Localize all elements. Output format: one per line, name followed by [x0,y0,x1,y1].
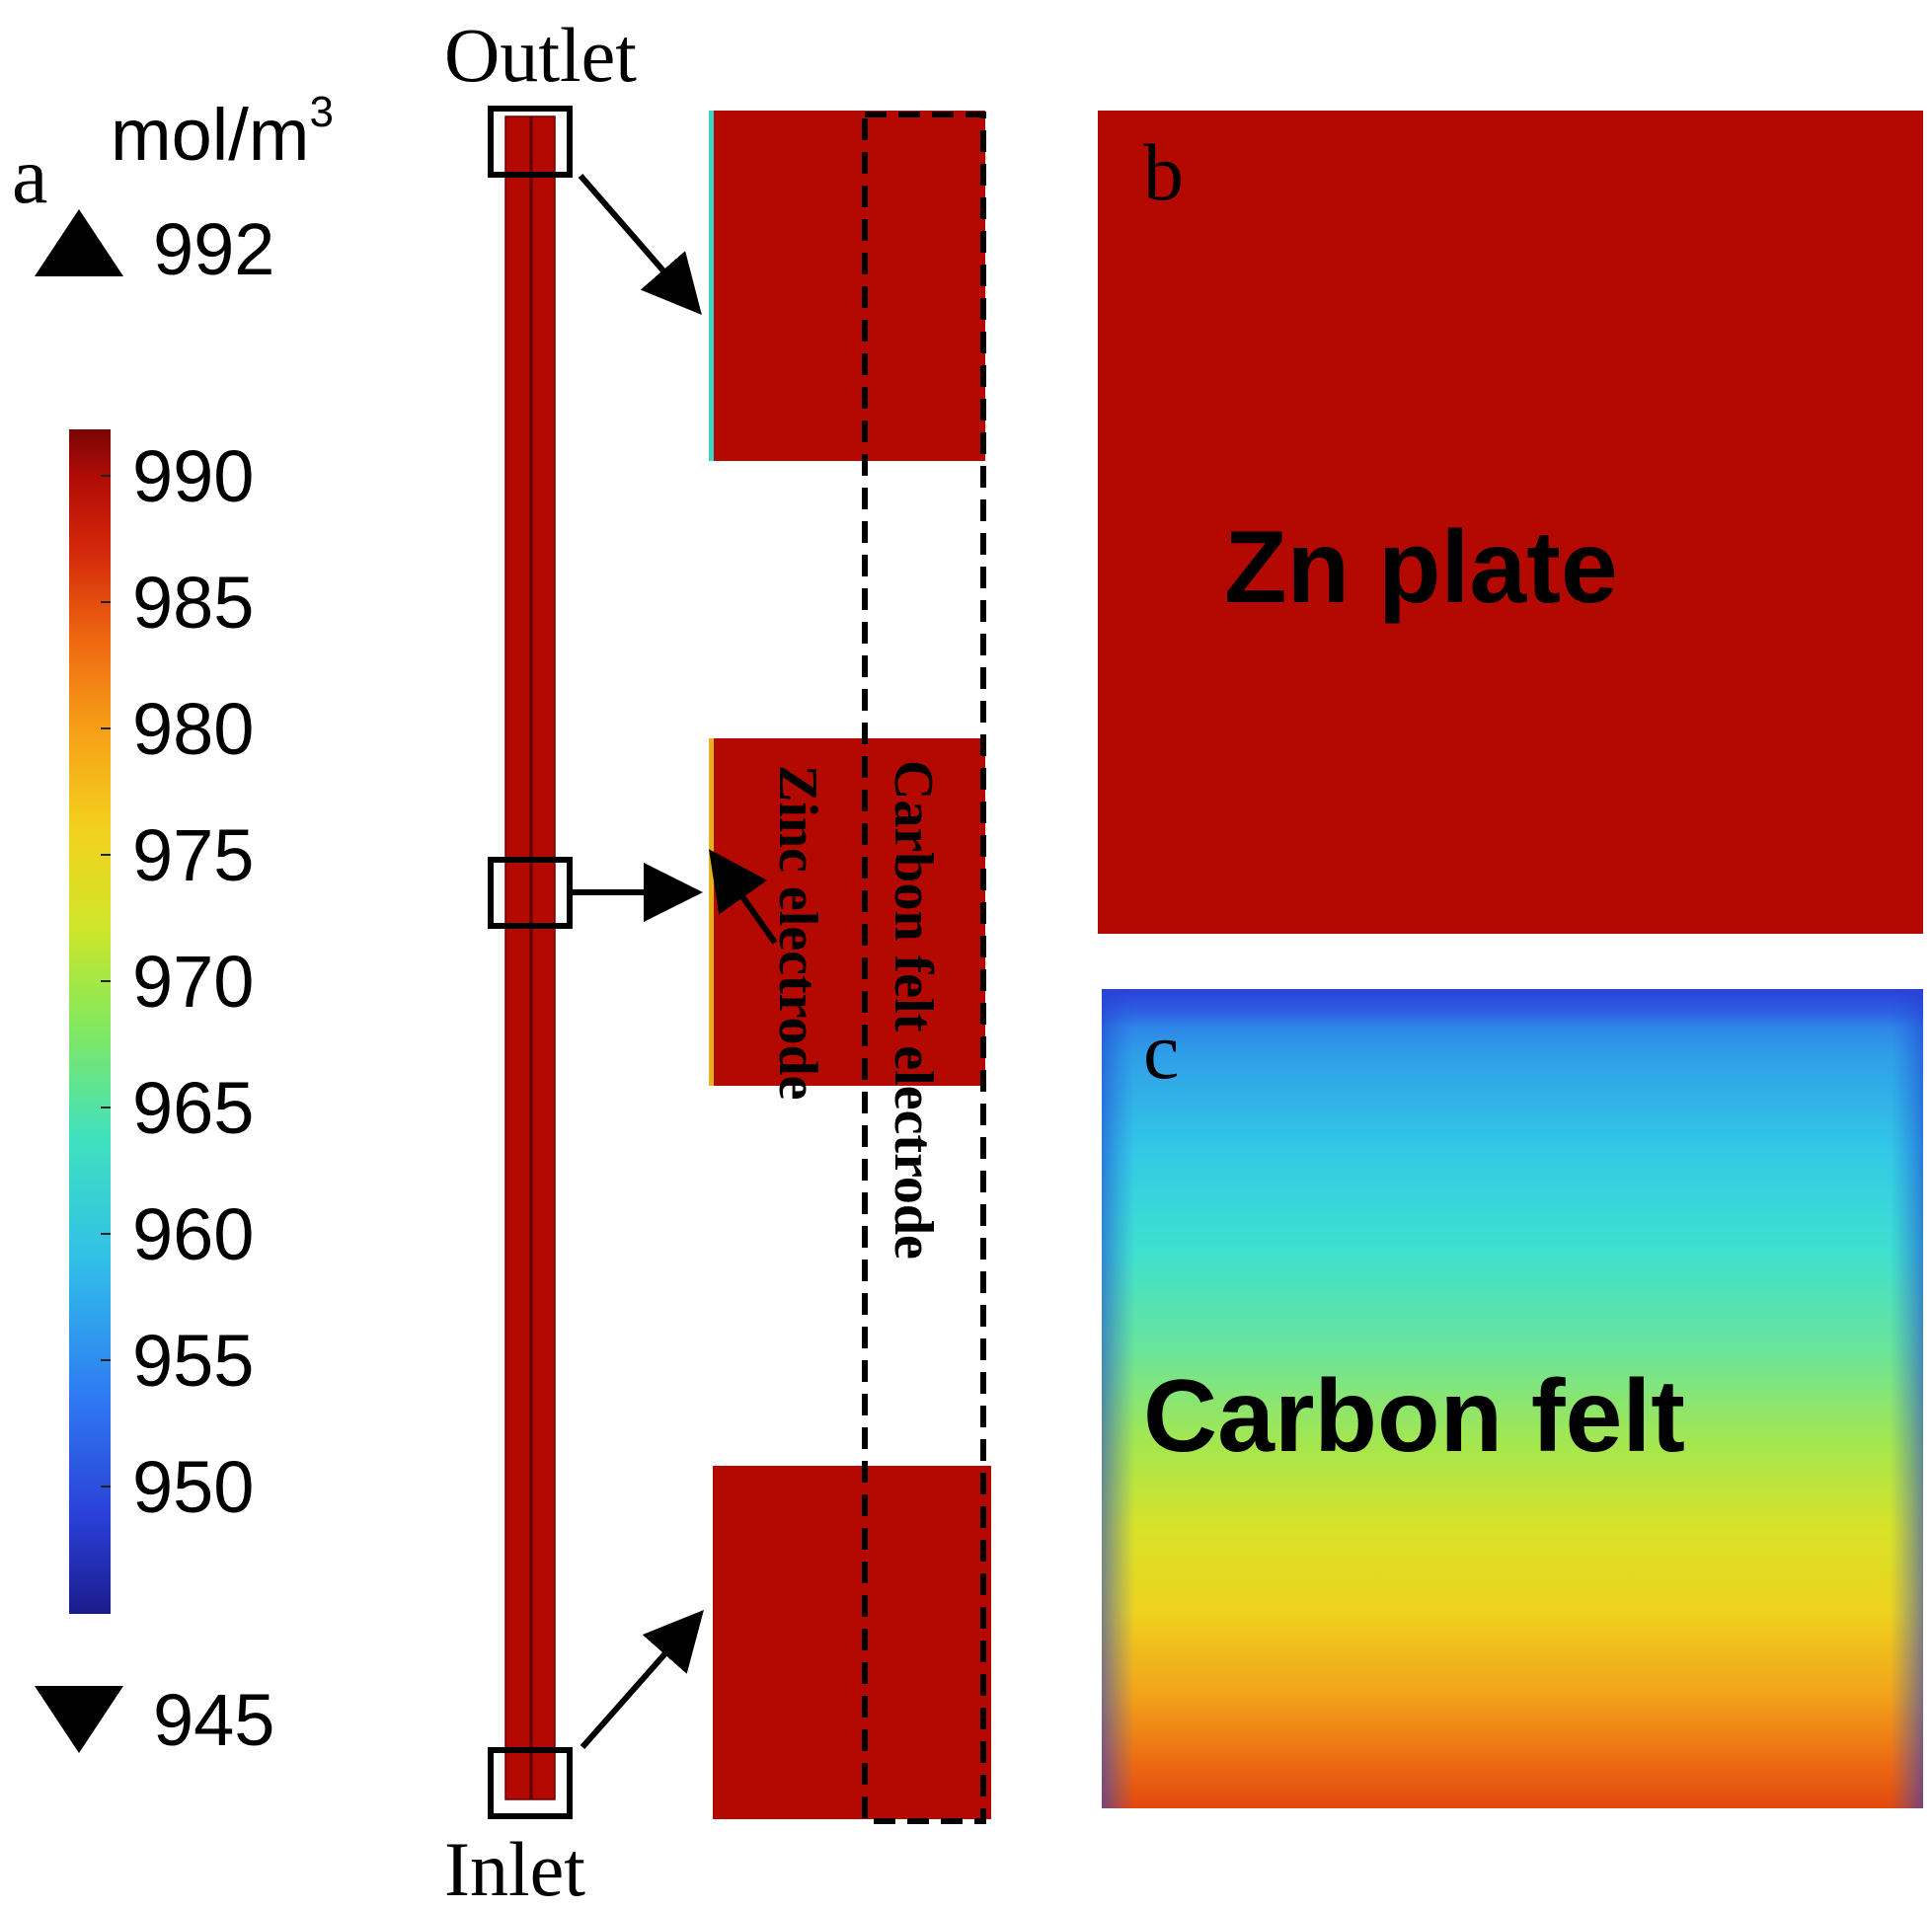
outlet-zoom-box [488,106,573,178]
panel-a-legend: a mol/m3 992 990 985 980 975 970 965 960 955 950… [12,88,334,1761]
panel-b: b Zn plate [1098,111,1923,934]
colorbar [69,429,111,1614]
zoom-middle-edge [709,738,714,1086]
outlet-label: Outlet [444,12,637,98]
carbon-felt-map-edge-shading [1102,989,1923,1808]
zinc-electrode-pointer-arrow [709,849,778,945]
max-value-label: 992 [153,208,274,290]
colorbar-tick-label: 990 [132,435,254,517]
zn-plate-title: Zn plate [1224,510,1618,625]
colorbar-tick-label: 950 [132,1446,254,1528]
max-triangle-icon [35,209,123,276]
panel-c-label: c [1143,1006,1179,1096]
unit-text: mol/m [111,94,309,176]
unit-label: mol/m3 [111,88,334,176]
colorbar-tick-label: 965 [132,1067,254,1149]
inlet-zoom-box [488,1747,573,1819]
min-triangle-icon [35,1686,123,1753]
zoom-top-edge [709,111,714,461]
unit-superscript: 3 [309,88,333,136]
panel-b-label: b [1143,127,1184,217]
zoom-arrows [573,174,778,1749]
outlet-arrow [578,174,702,316]
colorbar-tick-label: 980 [132,688,254,770]
carbon-felt-electrode-label: Carbon felt electrode [883,760,944,1260]
zn-plate-map [1098,111,1923,934]
colorbar-tick-label: 970 [132,941,254,1023]
carbon-felt-title: Carbon felt [1143,1359,1685,1474]
inlet-arrow [580,1610,704,1749]
panel-a-label: a [12,130,47,220]
colorbar-tick-label: 985 [132,562,254,644]
colorbar-tick-label: 975 [132,814,254,896]
colorbar-ticks: 990 985 980 975 970 965 960 955 950 [101,435,254,1528]
middle-zoom-box [488,857,573,929]
zinc-electrode-label: Zinc electrode [767,765,828,1101]
colorbar-tick-label: 960 [132,1193,254,1275]
panel-c: c Carbon felt [1102,989,1923,1808]
colorbar-tick-label: 955 [132,1320,254,1402]
carbon-felt-region-outline [862,112,986,1824]
min-value-label: 945 [153,1679,274,1761]
zoom-top-section [709,111,985,461]
zoom-sections: Zinc electrode Carbon felt electrode [709,111,991,1824]
zoom-bottom-section [713,1466,991,1819]
carbon-felt-map-top-shading [1102,989,1923,1029]
inlet-label: Inlet [444,1826,585,1910]
cell-strip: Outlet Inlet [444,12,637,1910]
